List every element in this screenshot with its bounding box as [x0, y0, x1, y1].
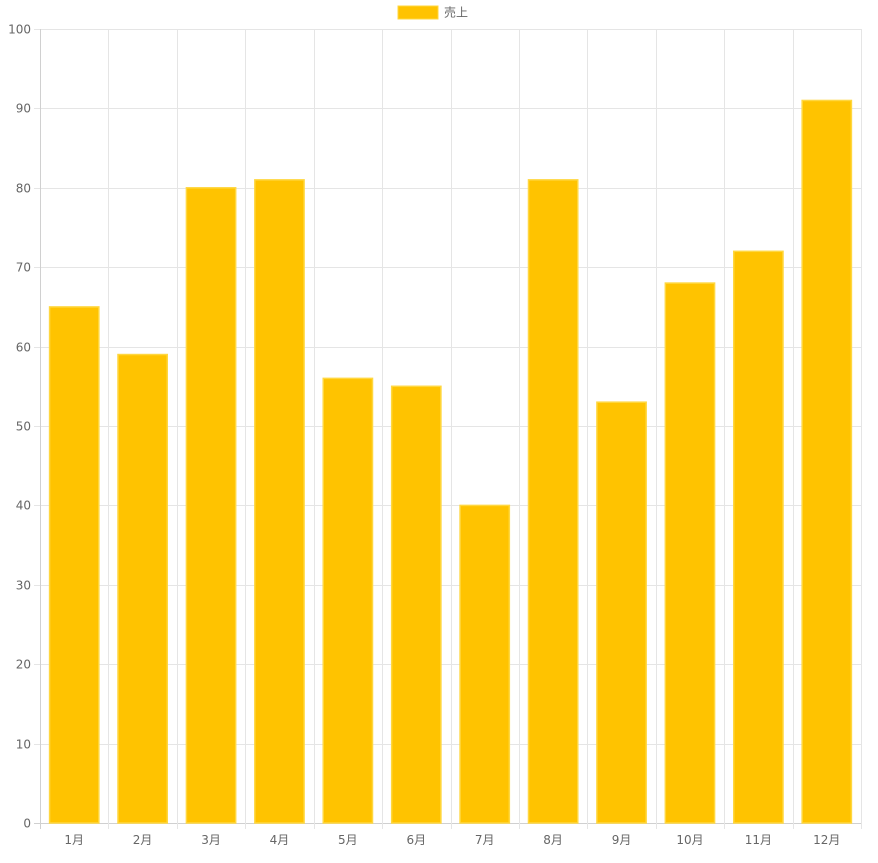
bar-11[interactable]: [732, 250, 784, 824]
bar-2[interactable]: [117, 353, 169, 824]
y-tick-label: 80: [16, 182, 31, 196]
x-tick-label: 1月: [64, 833, 84, 847]
y-tick-label: 70: [16, 261, 31, 275]
y-tick-label: 60: [16, 341, 31, 355]
bar-4[interactable]: [254, 179, 305, 824]
y-tick-label: 20: [16, 658, 31, 672]
bar-8[interactable]: [527, 179, 579, 824]
x-tick-label: 10月: [676, 833, 703, 847]
x-tick-label: 2月: [133, 833, 153, 847]
bar-7[interactable]: [459, 504, 511, 824]
y-tick-label: 100: [8, 23, 31, 37]
y-axis: 0 10 20 30 40 50 60 70 80 90 100: [8, 23, 31, 831]
x-tick-label: 12月: [813, 833, 840, 847]
bar-3[interactable]: [185, 187, 237, 824]
legend-swatch[interactable]: [397, 5, 439, 20]
bars: [48, 99, 853, 824]
bar-1[interactable]: [48, 306, 100, 824]
y-tick-label: 0: [23, 817, 31, 831]
y-tick-label: 10: [16, 738, 31, 752]
bar-6[interactable]: [390, 385, 442, 824]
y-tick-label: 50: [16, 420, 31, 434]
x-tick-label: 8月: [543, 833, 563, 847]
x-tick-label: 11月: [745, 833, 772, 847]
y-tick-label: 90: [16, 102, 31, 116]
x-tick-label: 7月: [475, 833, 495, 847]
x-tick-label: 5月: [338, 833, 358, 847]
grid-lines: [34, 29, 862, 829]
y-tick-label: 40: [16, 499, 31, 513]
bar-9[interactable]: [596, 401, 647, 824]
x-axis: 1月 2月 3月 4月 5月 6月 7月 8月 9月 10月 11月 12月: [64, 833, 840, 847]
x-tick-label: 9月: [612, 833, 632, 847]
bar-5[interactable]: [322, 377, 374, 824]
x-tick-label: 6月: [406, 833, 426, 847]
legend-label[interactable]: 売上: [444, 5, 468, 20]
bar-10[interactable]: [664, 282, 716, 824]
bar-12[interactable]: [801, 99, 853, 824]
x-tick-label: 3月: [201, 833, 221, 847]
legend[interactable]: 売上: [397, 5, 468, 20]
x-tick-label: 4月: [270, 833, 290, 847]
y-tick-label: 30: [16, 579, 31, 593]
